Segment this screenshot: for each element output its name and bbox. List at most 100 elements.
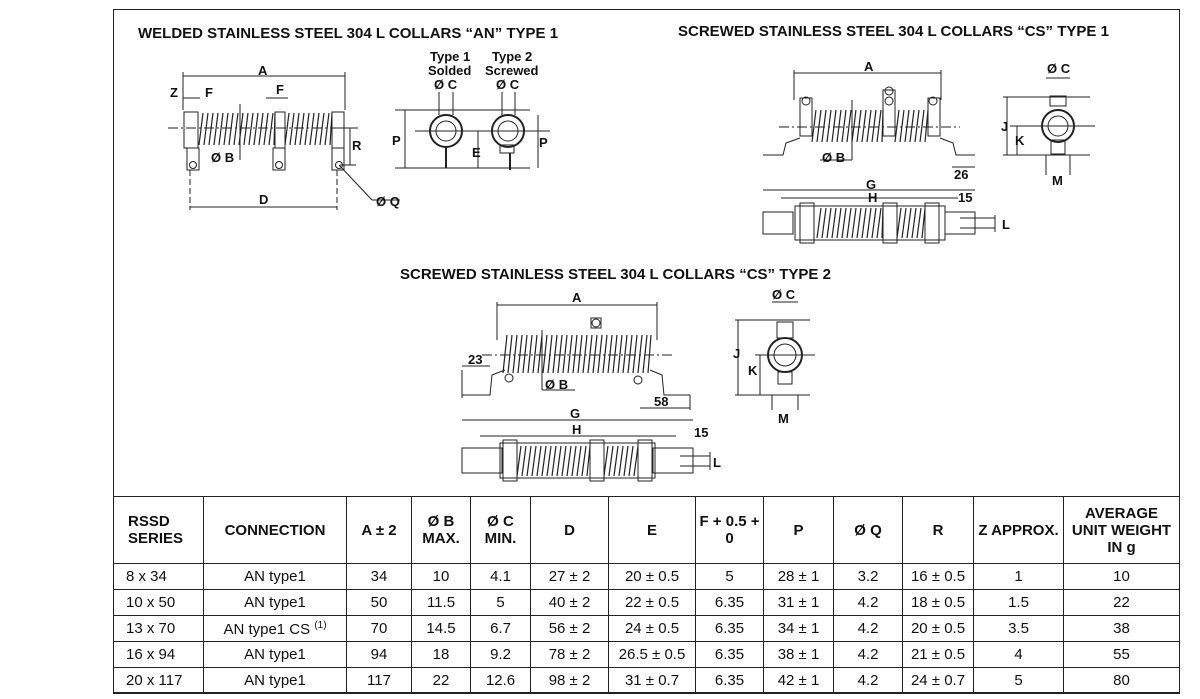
coil-winding: [876, 109, 882, 143]
cell-text: 1: [1014, 568, 1023, 585]
table-cell: 117: [346, 667, 412, 694]
coil-winding: [876, 207, 882, 239]
dim-label: A: [258, 63, 268, 78]
table-cell: 24 ± 0.7: [902, 667, 974, 694]
coil-winding: [826, 207, 832, 239]
cell-text: 4.2: [857, 594, 879, 611]
cell-text: 24 ± 0.5: [624, 620, 680, 637]
dim-label: Type 2: [492, 49, 532, 64]
dim-label: J: [733, 346, 740, 361]
cell-text: 94: [370, 646, 388, 663]
table-cell: 5: [695, 563, 764, 590]
footnote-mark: (1): [314, 619, 327, 631]
coil-winding: [816, 109, 822, 143]
table-cell: 42 ± 1: [763, 667, 834, 694]
coil-winding: [562, 334, 568, 374]
dim-label: H: [868, 190, 877, 205]
coil-winding: [223, 112, 229, 146]
coil-winding: [909, 109, 915, 143]
table-cell: 18: [411, 641, 471, 668]
cell-text: 80: [1113, 672, 1130, 689]
coil-winding: [899, 109, 905, 143]
cell-text: 42 ± 1: [777, 672, 820, 689]
coil-winding: [273, 112, 276, 146]
table-cell: 1: [973, 563, 1064, 590]
dim-label: K: [748, 363, 758, 378]
coil-winding: [208, 112, 214, 146]
coil-winding: [914, 109, 920, 143]
coil-winding: [319, 112, 325, 146]
coil-winding: [866, 207, 872, 239]
cell-text: 4: [1014, 646, 1023, 663]
coil-winding: [816, 207, 822, 239]
cell-text: 13 x 70: [126, 620, 176, 637]
coil-winding: [248, 112, 254, 146]
table-cell: 16 ± 0.5: [902, 563, 974, 590]
table-cell: 94: [346, 641, 412, 668]
cell-text: AN type1: [244, 646, 306, 663]
coil-winding: [542, 334, 548, 374]
table-cell: AN type1: [203, 667, 347, 694]
table-row: 8 x 34 AN type1 34 10 4.1 27 ± 2 20 ± 0.5 5 28 ±…: [113, 563, 1180, 590]
table-cell: 6.35: [695, 615, 764, 642]
cell-text: 20 ± 0.5: [910, 620, 966, 637]
coil-winding: [919, 109, 925, 143]
coil-winding: [647, 334, 652, 374]
cell-text: 10: [1113, 568, 1130, 585]
coil-winding: [894, 109, 900, 143]
coil-winding: [516, 445, 522, 477]
cell-text: 34 ± 1: [777, 620, 820, 637]
column-header: CONNECTION: [203, 496, 347, 564]
dim-label: Ø B: [545, 377, 568, 392]
table-cell: 56 ± 2: [530, 615, 609, 642]
dim-label: Ø B: [211, 150, 234, 165]
dim-label: F: [205, 85, 213, 100]
coil-winding: [576, 445, 582, 477]
coil-winding: [571, 445, 577, 477]
dim-label: Ø Q: [376, 194, 400, 209]
an-type1-end-views: [395, 92, 550, 170]
coil-winding: [597, 334, 603, 374]
column-header: Ø B MAX.: [411, 496, 471, 564]
coil-winding: [566, 445, 572, 477]
coil-winding: [607, 334, 613, 374]
column-header: F + 0.5 + 0: [695, 496, 764, 564]
table-cell: 70: [346, 615, 412, 642]
dim-label: 15: [694, 425, 708, 440]
coil-winding: [314, 112, 320, 146]
table-cell: AN type1 CS (1): [203, 615, 347, 642]
coil-winding: [896, 207, 902, 239]
table-cell: 40 ± 2: [530, 589, 609, 616]
cell-text: 34: [370, 568, 388, 585]
cell-text: 50: [370, 594, 388, 611]
coil-winding: [324, 112, 330, 146]
coil-winding: [309, 112, 315, 146]
coil-winding: [881, 207, 884, 239]
dim-label: 15: [958, 190, 972, 205]
cell-text: 20 ± 0.5: [624, 568, 680, 585]
table-row: 13 x 70 AN type1 CS (1) 70 14.5 6.7 56 ± 2 24 …: [113, 615, 1180, 642]
cell-text: 6.35: [714, 594, 745, 611]
table-cell: 10 x 50: [113, 589, 204, 616]
coil-winding: [628, 445, 634, 477]
dim-label: 26: [954, 167, 968, 182]
cell-text: AN type1: [244, 672, 306, 689]
cell-text: 18 ± 0.5: [910, 594, 966, 611]
table-cell: 28 ± 1: [763, 563, 834, 590]
column-header: Ø C MIN.: [470, 496, 531, 564]
coil-winding: [856, 109, 862, 143]
coil-winding: [572, 334, 578, 374]
dim-label: Ø C: [434, 77, 458, 92]
section-title-cs-type1: SCREWED STAINLESS STEEL 304 L COLLARS “C…: [678, 23, 1109, 40]
table-cell: 9.2: [470, 641, 531, 668]
dim-label: D: [259, 192, 268, 207]
table-cell: 55: [1063, 641, 1180, 668]
cell-text: AN type1: [244, 594, 306, 611]
table-cell: 10: [411, 563, 471, 590]
coil-winding: [526, 445, 532, 477]
coil-winding: [284, 112, 290, 146]
dim-label: E: [472, 145, 481, 160]
coil-winding: [871, 207, 877, 239]
dim-label: J: [1001, 119, 1008, 134]
coil-winding: [531, 445, 537, 477]
